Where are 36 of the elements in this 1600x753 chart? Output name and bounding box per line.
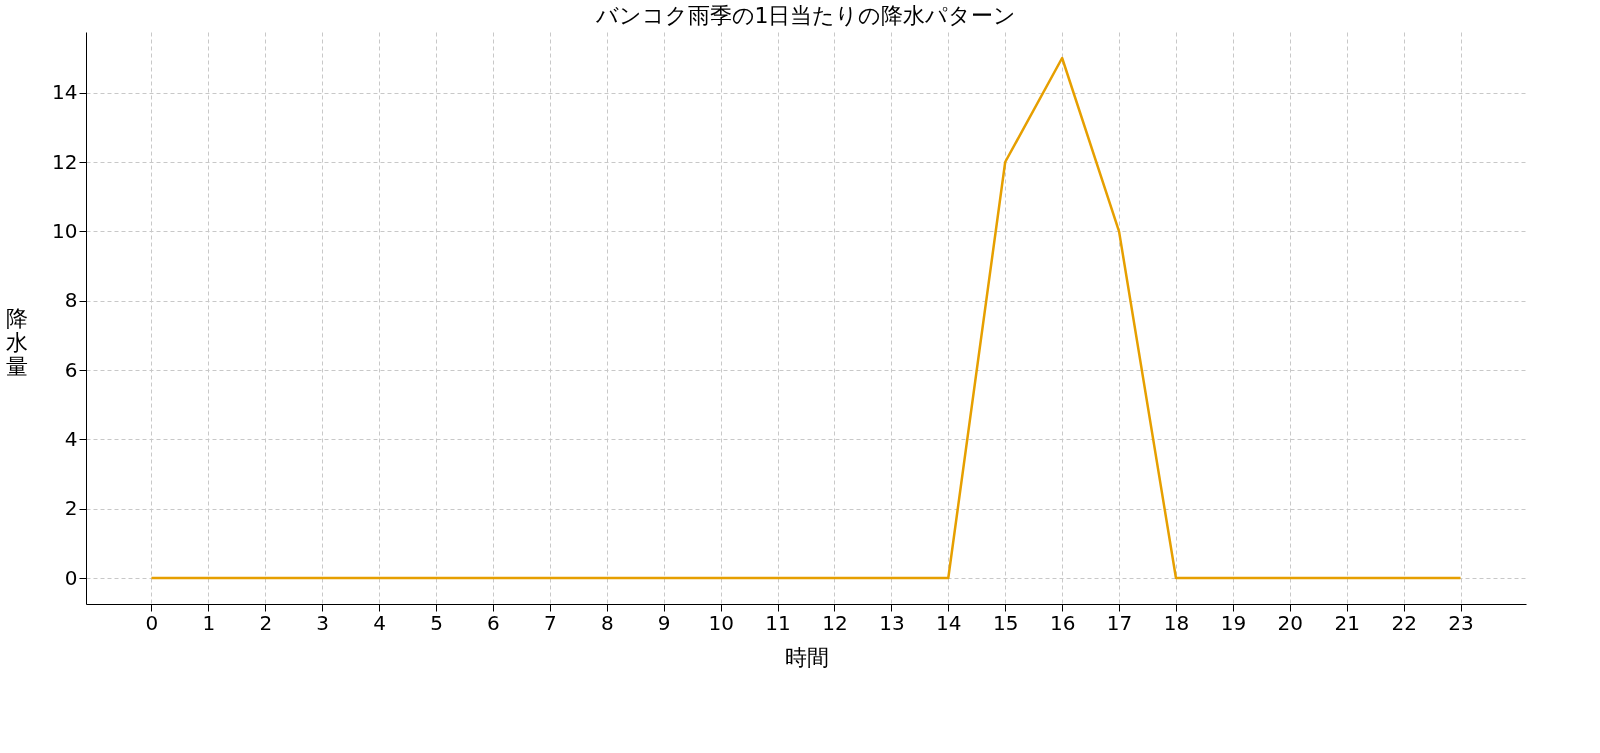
- y-tick-label: 2: [64, 496, 78, 521]
- x-tick-label: 9: [657, 610, 671, 635]
- y-tick-label: 4: [64, 426, 78, 451]
- x-tick-label: 11: [765, 610, 791, 635]
- x-tick-label: 1: [202, 610, 216, 635]
- y-tick-label: 10: [52, 218, 78, 243]
- x-tick-label: 22: [1391, 610, 1417, 635]
- y-tick-label: 0: [64, 565, 78, 590]
- x-tick-label: 23: [1448, 610, 1474, 635]
- line-series: [150, 56, 1462, 580]
- x-tick-label: 19: [1220, 610, 1247, 635]
- x-tick-label: 21: [1334, 610, 1360, 635]
- y-axis-title: 降水量: [5, 305, 28, 379]
- y-tick-label: 14: [52, 80, 78, 105]
- x-tick-label: 0: [145, 610, 159, 635]
- x-tick-label: 6: [487, 610, 500, 635]
- x-tick-label: 16: [1049, 610, 1076, 635]
- x-tick-label: 17: [1106, 610, 1133, 635]
- x-tick-label: 10: [708, 610, 734, 635]
- x-tick-label: 14: [936, 610, 962, 635]
- x-tick-label: 20: [1277, 610, 1304, 635]
- x-tick-label: 4: [373, 610, 386, 635]
- y-tick-label: 12: [52, 149, 78, 174]
- x-axis-title: 時間: [784, 644, 829, 670]
- y-tick-label: 8: [64, 288, 78, 313]
- x-tick-label: 13: [879, 610, 905, 635]
- x-tick-label: 3: [316, 610, 330, 635]
- x-tick-label: 15: [992, 610, 1019, 635]
- x-tick-label: 18: [1163, 610, 1190, 635]
- x-tick-label: 5: [430, 610, 443, 635]
- x-tick-label: 2: [259, 610, 273, 635]
- x-tick-label: 8: [600, 610, 614, 635]
- x-tick-label: 12: [822, 610, 848, 635]
- x-tick-label: 7: [544, 610, 557, 635]
- y-tick-label: 6: [64, 357, 78, 382]
- chart-title: バンコク雨季の1日当たりの降水パターン: [594, 3, 1017, 28]
